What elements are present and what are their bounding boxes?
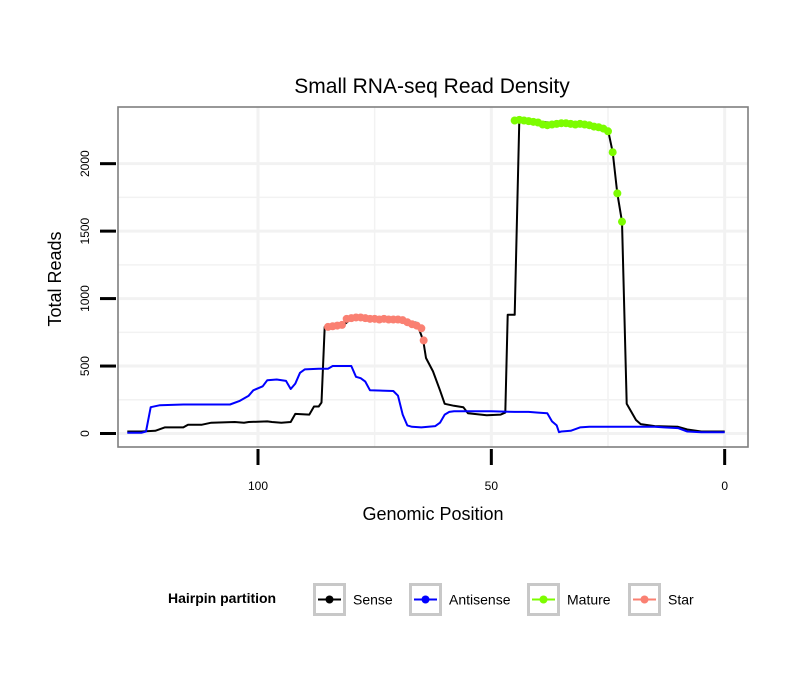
series-layer <box>127 115 725 434</box>
series-line-antisense <box>127 365 725 434</box>
y-tick-label: 1500 <box>78 217 92 244</box>
legend-title: Hairpin partition <box>168 590 276 606</box>
legend-key-point <box>640 595 649 604</box>
x-tick-label: 0 <box>721 479 728 493</box>
series-line-sense <box>127 119 725 433</box>
y-axis-label: Total Reads <box>45 231 65 326</box>
plot-frame <box>117 106 749 448</box>
legend-key-point <box>539 595 548 604</box>
legend-label: Mature <box>567 592 611 608</box>
legend: Hairpin partition Sense Antisense Mature St… <box>168 583 694 616</box>
data-point-mature <box>604 127 612 136</box>
y-tick-label: 500 <box>78 356 92 376</box>
legend-label: Sense <box>353 592 393 608</box>
x-tick-label: 50 <box>485 479 499 493</box>
chart-title: Small RNA-seq Read Density <box>294 75 570 98</box>
data-point-star <box>419 336 428 345</box>
legend-item-star: Star <box>628 583 694 616</box>
legend-item-mature: Mature <box>527 583 611 616</box>
data-point-mature <box>618 217 626 226</box>
x-tick-label: 100 <box>248 479 268 493</box>
legend-key-point <box>325 595 334 604</box>
data-point-star <box>417 324 426 333</box>
y-tick-label: 1000 <box>78 285 92 312</box>
data-point-mature <box>608 148 617 157</box>
x-axis-label: Genomic Position <box>362 504 503 524</box>
grid <box>118 107 748 447</box>
legend-label: Antisense <box>449 592 511 608</box>
data-point-mature <box>613 189 622 198</box>
y-tick-label: 2000 <box>78 150 92 177</box>
legend-item-sense: Sense <box>313 583 393 616</box>
data-point-star <box>338 320 346 329</box>
legend-item-antisense: Antisense <box>409 583 511 616</box>
y-tick-label: 0 <box>78 430 92 437</box>
legend-key-point <box>421 595 430 604</box>
legend-label: Star <box>668 592 694 608</box>
